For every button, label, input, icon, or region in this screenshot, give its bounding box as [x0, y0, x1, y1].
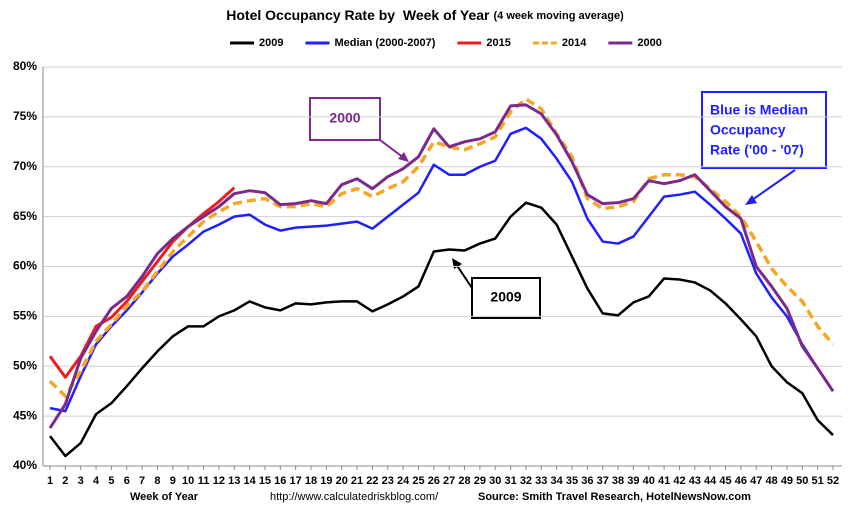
x-tick-label: 44 [704, 475, 717, 487]
x-tick-label: 28 [458, 475, 470, 487]
x-tick-label: 52 [827, 475, 839, 487]
x-tick-label: 47 [750, 475, 762, 487]
y-tick-label: 80% [13, 59, 37, 73]
y-tick-label: 60% [13, 259, 37, 273]
x-tick-label: 25 [412, 475, 424, 487]
y-tick-label: 45% [13, 408, 37, 422]
legend-label: 2000 [637, 37, 661, 49]
x-tick-label: 18 [305, 475, 317, 487]
x-tick-label: 24 [397, 475, 410, 487]
x-tick-label: 48 [765, 475, 777, 487]
source-url: http://www.calculatedriskblog.com/ [270, 491, 439, 503]
legend-label: 2014 [562, 37, 587, 49]
annotation-box [309, 97, 381, 141]
x-tick-label: 20 [336, 475, 348, 487]
x-tick-label: 22 [366, 475, 378, 487]
arrow-head [745, 195, 757, 205]
x-tick-label: 16 [274, 475, 286, 487]
x-tick-label: 40 [643, 475, 655, 487]
x-tick-label: 17 [290, 475, 302, 487]
x-tick-label: 4 [93, 475, 100, 487]
x-tick-label: 50 [796, 475, 808, 487]
x-tick-label: 43 [689, 475, 701, 487]
x-axis-label: Week of Year [130, 491, 199, 503]
x-tick-label: 34 [551, 475, 564, 487]
x-tick-label: 30 [489, 475, 501, 487]
x-tick-label: 5 [108, 475, 114, 487]
y-tick-label: 50% [13, 358, 37, 372]
x-tick-label: 51 [812, 475, 824, 487]
x-tick-label: 2 [62, 475, 68, 487]
x-tick-label: 23 [382, 475, 394, 487]
annotation-box [701, 91, 827, 169]
x-tick-label: 13 [228, 475, 240, 487]
y-tick-label: 70% [13, 159, 37, 173]
y-tick-label: 40% [13, 458, 37, 472]
x-tick-label: 27 [443, 475, 455, 487]
x-tick-label: 6 [124, 475, 130, 487]
source: Source: Smith Travel Research, HotelNews… [478, 491, 751, 503]
x-tick-label: 7 [139, 475, 145, 487]
arrow-head [398, 152, 409, 162]
x-tick-label: 42 [673, 475, 685, 487]
series-line [49, 126, 835, 413]
x-tick-label: 36 [581, 475, 593, 487]
x-tick-label: 21 [351, 475, 363, 487]
x-tick-label: 33 [535, 475, 547, 487]
annotation-text: Blue is Median [710, 102, 808, 118]
x-tick-label: 38 [612, 475, 624, 487]
annotation-box [471, 277, 541, 319]
x-tick-label: 31 [504, 475, 516, 487]
annotation-text: 2009 [490, 289, 521, 305]
x-tick-label: 8 [154, 475, 160, 487]
annotation-text: Occupancy [710, 122, 786, 138]
x-tick-label: 37 [597, 475, 609, 487]
x-tick-label: 39 [627, 475, 639, 487]
x-tick-label: 49 [781, 475, 793, 487]
x-tick-label: 10 [182, 475, 194, 487]
legend-label: 2015 [486, 37, 510, 49]
x-tick-label: 9 [170, 475, 176, 487]
x-tick-label: 14 [243, 475, 256, 487]
x-tick-label: 26 [428, 475, 440, 487]
y-tick-label: 75% [13, 109, 37, 123]
series-line [49, 201, 834, 458]
x-tick-label: 45 [719, 475, 731, 487]
legend-label: Median (2000-2007) [334, 37, 435, 49]
x-tick-label: 32 [520, 475, 532, 487]
legend-label: 2009 [259, 37, 283, 49]
annotation-arrow [751, 169, 796, 201]
annotation-text: 2000 [329, 110, 360, 126]
annotation-arrow [455, 263, 473, 289]
y-tick-label: 65% [13, 209, 37, 223]
x-tick-label: 46 [735, 475, 747, 487]
x-tick-label: 41 [658, 475, 670, 487]
x-tick-label: 3 [78, 475, 84, 487]
chart-title: Hotel Occupancy Rate by Week of Year [226, 7, 490, 23]
x-tick-label: 29 [474, 475, 486, 487]
annotation-text: Rate ('00 - '07) [710, 142, 804, 158]
arrow-head [452, 258, 462, 269]
series-line [48, 103, 835, 429]
x-tick-label: 1 [47, 475, 53, 487]
chart-subtitle: (4 week moving average) [494, 10, 625, 22]
chart-title-group: Hotel Occupancy Rate by Week of Year (4 w… [226, 7, 624, 23]
x-tick-label: 15 [259, 475, 271, 487]
x-tick-label: 12 [213, 475, 225, 487]
x-tick-label: 19 [320, 475, 332, 487]
y-tick-label: 55% [13, 309, 37, 323]
x-tick-label: 35 [566, 475, 578, 487]
x-tick-label: 11 [198, 475, 210, 487]
annotation-arrow [379, 139, 405, 159]
